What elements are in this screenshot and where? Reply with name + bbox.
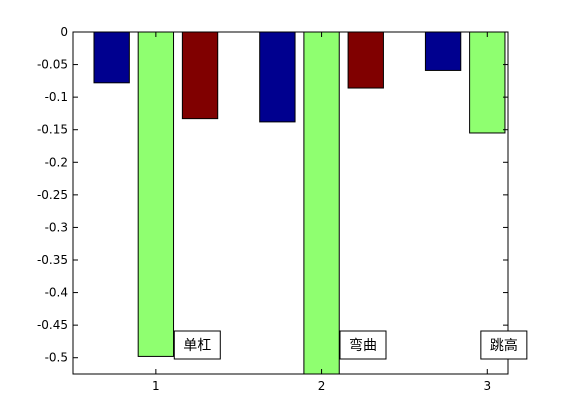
annotation-box (339, 330, 387, 360)
y-tick-label: -0.1 (45, 90, 68, 104)
x-tick-label: 1 (152, 379, 160, 393)
bar-series2-category-2 (303, 32, 340, 374)
y-tick-label: -0.25 (37, 188, 68, 202)
annotation-label: 跳高 (490, 337, 518, 354)
annotation-label: 弯曲 (349, 337, 377, 354)
annotation-label: 单杠 (183, 338, 211, 354)
annotation-3: 跳高 (480, 330, 528, 360)
bar-series3-category-1 (181, 32, 219, 120)
bar-series2-category-1 (137, 32, 175, 357)
annotations-group: 单杠 弯曲 跳高 (173, 330, 528, 360)
plot-area-frame (72, 31, 509, 375)
x-axis: 1 2 3 (152, 32, 491, 393)
annotation-box (480, 330, 528, 360)
bar-series2-category-3 (469, 32, 506, 134)
annotation-2: 弯曲 (339, 330, 387, 360)
y-tick-label: -0.3 (45, 220, 68, 234)
y-tick-label: -0.45 (37, 318, 68, 332)
y-axis: 0 -0.05 -0.1 -0.15 -0.2 -0.25 -0.3 -0.35 -0.4 -0.… (37, 25, 508, 365)
bar-series1-category-1 (93, 32, 130, 84)
y-tick-label: 0 (60, 25, 68, 39)
y-tick-label: -0.5 (45, 351, 68, 365)
y-tick-label: -0.05 (37, 58, 68, 72)
bar-series1-category-2 (259, 32, 296, 123)
y-tick-label: -0.4 (45, 286, 68, 300)
y-tick-label: -0.2 (45, 155, 68, 169)
y-tick-label: -0.35 (37, 253, 68, 267)
x-tick-label: 2 (318, 379, 326, 393)
x-tick-label: 3 (483, 379, 491, 393)
bar-series1-category-3 (424, 32, 462, 71)
annotation-1: 单杠 (173, 330, 221, 360)
bars-group (93, 32, 506, 374)
y-tick-label: -0.15 (37, 123, 68, 137)
bar-series3-category-2 (347, 32, 384, 89)
annotation-box (173, 330, 221, 360)
